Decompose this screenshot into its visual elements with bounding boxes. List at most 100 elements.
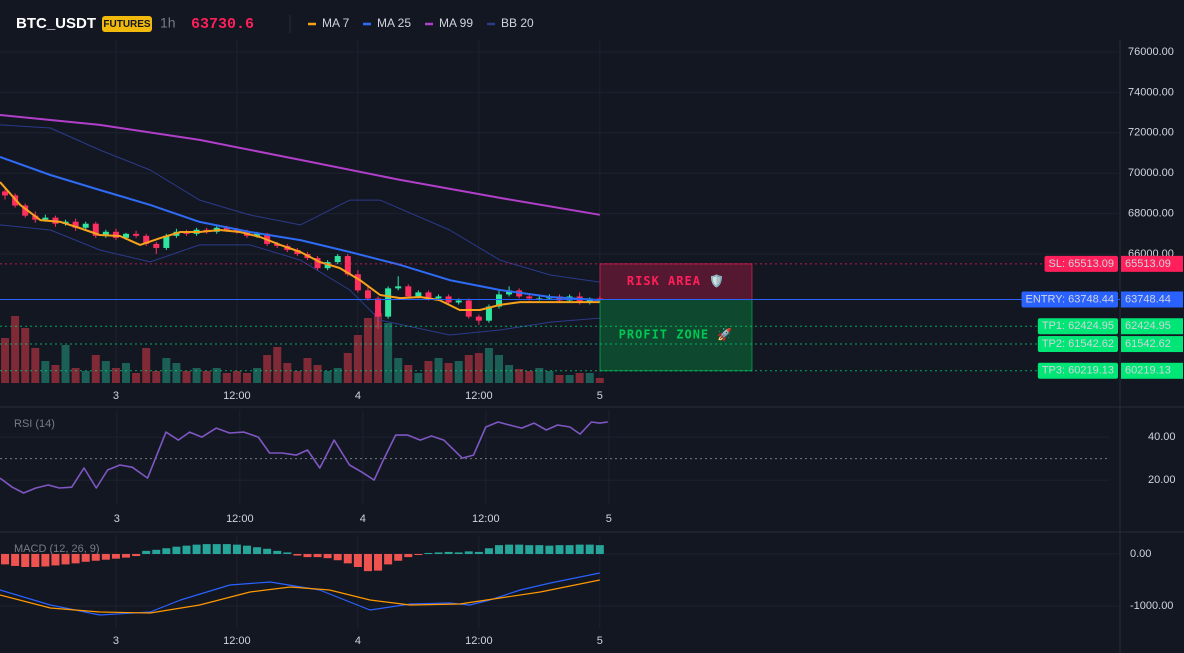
x-tick-label: 4	[360, 513, 366, 525]
candle-body	[475, 316, 482, 321]
histogram-bar	[91, 553, 100, 561]
volume-bar	[41, 361, 50, 383]
volume-bar	[202, 371, 211, 383]
histogram-bar	[71, 553, 80, 564]
volume-bar	[505, 365, 514, 383]
histogram-bar	[263, 548, 272, 554]
histogram-bar	[11, 553, 20, 566]
volume-bar	[495, 355, 504, 383]
volume-bar	[454, 361, 463, 383]
x-tick-label: 12:00	[465, 635, 493, 647]
level-pill	[1021, 291, 1118, 308]
histogram-bar	[122, 553, 131, 558]
histogram-bar	[152, 549, 161, 554]
candle-body	[32, 215, 39, 220]
volume-bar	[91, 355, 100, 383]
histogram-bar	[444, 551, 453, 554]
histogram-bar	[51, 553, 60, 566]
candle-body	[2, 191, 9, 196]
x-tick-label: 12:00	[223, 635, 251, 647]
volume-bar	[575, 373, 584, 383]
bollinger-upper	[0, 124, 600, 283]
volume-bar	[51, 365, 60, 383]
volume-bar	[263, 355, 272, 383]
x-tick-label: 12:00	[472, 513, 500, 525]
histogram-bar	[495, 545, 504, 554]
macd-line	[0, 572, 600, 616]
volume-bar	[122, 363, 131, 383]
volume-bar	[31, 348, 40, 383]
bollinger-lower	[0, 224, 600, 336]
interval: 1h	[160, 15, 176, 31]
x-tick-label: 5	[606, 513, 612, 525]
symbol: BTC_USDT	[16, 15, 96, 32]
y-tick-label: -1000.00	[1130, 600, 1173, 612]
histogram-bar	[222, 544, 231, 554]
histogram-bar	[343, 553, 352, 564]
axis-level-label: 61542.62	[1125, 338, 1171, 350]
level-label: TP2: 61542.62	[1042, 338, 1114, 350]
volume-bar	[21, 328, 30, 383]
volume-bar	[515, 369, 524, 383]
volume-bar	[283, 363, 292, 383]
volume-bar	[132, 373, 141, 383]
histogram-bar	[333, 553, 342, 561]
axis-pill	[1121, 336, 1183, 353]
volume-bar	[525, 371, 534, 383]
histogram-bar	[101, 553, 110, 560]
volume-bar	[555, 375, 564, 383]
candle-body	[22, 205, 29, 216]
volume-bar	[61, 345, 70, 383]
histogram-bar	[535, 545, 544, 554]
histogram-bar	[192, 544, 201, 554]
axis-level-label: 62424.95	[1125, 320, 1171, 332]
volume-bar	[232, 371, 241, 383]
histogram-bar	[162, 548, 171, 554]
x-tick-label: 12:00	[226, 513, 254, 525]
volume-bar	[414, 373, 423, 383]
candle-body	[455, 300, 462, 303]
axis-level-label: 65513.09	[1125, 258, 1171, 270]
histogram-bar	[565, 545, 574, 554]
histogram-bar	[132, 553, 141, 557]
legend-label: MA 99	[439, 16, 473, 30]
axis-pill	[1121, 318, 1183, 335]
badge-bg	[102, 16, 152, 32]
histogram-bar	[454, 552, 463, 554]
volume-bar	[323, 371, 332, 383]
candle-body	[526, 296, 533, 299]
volume-bar	[303, 358, 312, 383]
candle-body	[536, 298, 543, 300]
histogram-bar	[303, 553, 312, 558]
histogram-bar	[1, 553, 10, 565]
candle-body	[405, 286, 412, 297]
candle-body	[586, 298, 593, 303]
zone	[599, 263, 753, 300]
volume-bar	[333, 368, 342, 383]
candle-body	[314, 258, 321, 269]
y-tick-label: 40.00	[1148, 431, 1176, 443]
histogram-bar	[142, 550, 151, 554]
candle-body	[344, 256, 351, 275]
candle-body	[425, 292, 432, 299]
moving-average	[0, 181, 600, 311]
y-tick-label: 68000.00	[1128, 208, 1174, 220]
volume-bar	[374, 313, 383, 383]
histogram-bar	[253, 547, 262, 554]
histogram-bar	[111, 553, 120, 559]
candle-body	[334, 256, 341, 263]
histogram-bar	[515, 544, 524, 554]
volume-bar	[182, 371, 191, 383]
volume-bar	[545, 371, 554, 383]
moving-average	[0, 114, 600, 216]
volume-bar	[101, 361, 110, 383]
volume-bar	[363, 318, 372, 383]
candle-body	[42, 217, 49, 220]
volume-bar	[142, 348, 151, 383]
x-tick-label: 3	[113, 635, 119, 647]
level-pill	[1037, 362, 1118, 379]
histogram-bar	[283, 552, 292, 554]
legend-label: MA 25	[377, 16, 411, 30]
